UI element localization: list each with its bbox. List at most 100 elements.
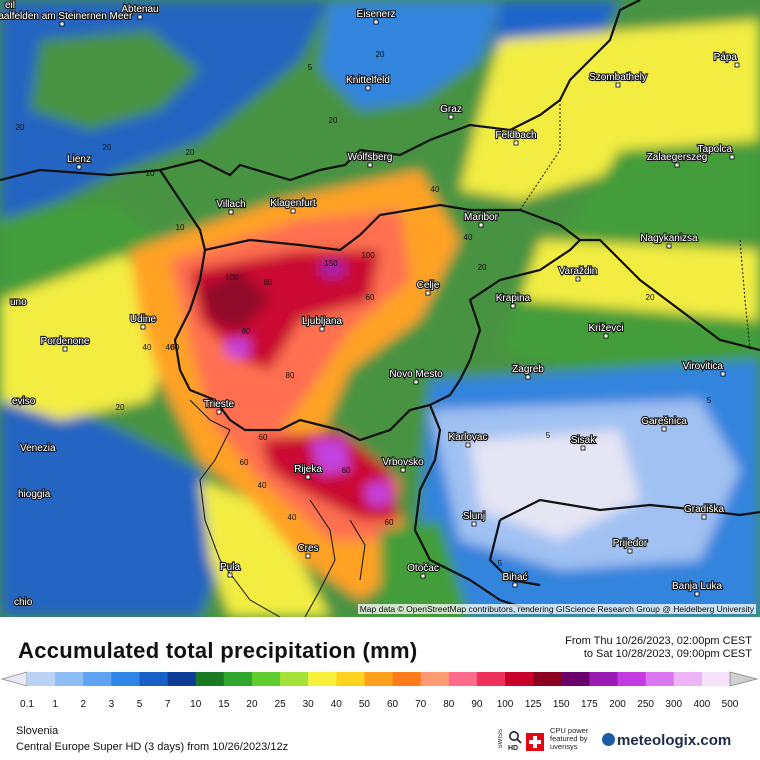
city-label: Klagenfurt	[270, 198, 316, 209]
legend-tick-label: 1	[52, 699, 58, 710]
city-label: eil	[5, 0, 15, 11]
legend-min-arrow	[0, 671, 28, 687]
legend-swatch	[27, 672, 56, 686]
city-label: Pápa	[714, 52, 738, 63]
precipitation-map[interactable]: Abtenau Saalfelden am Steinernen Meer Eise…	[0, 0, 760, 617]
legend-tick-label: 400	[694, 699, 711, 710]
city-marker	[627, 548, 633, 554]
city-marker	[478, 222, 484, 228]
legend-swatch	[223, 672, 253, 686]
city-marker	[367, 162, 373, 168]
city-label: Prijedor	[613, 538, 648, 549]
branding[interactable]: SWISS HD CPU power featured by uvensys m…	[498, 727, 760, 760]
city-marker	[228, 209, 234, 215]
legend-tick-label: 50	[359, 699, 371, 710]
city-marker	[305, 474, 311, 480]
legend-swatch	[533, 672, 562, 686]
legend-tick-label: 5	[137, 699, 143, 710]
legend-tick-label: 10	[190, 699, 202, 710]
city-marker	[512, 582, 518, 588]
legend-swatch	[505, 672, 534, 686]
contour-label: 40	[431, 185, 440, 194]
city-label: Garešnica	[641, 416, 687, 427]
legend-tick-label: 150	[553, 699, 570, 710]
city-label: Gradiška	[684, 504, 724, 515]
city-label: Banja Luka	[672, 581, 722, 592]
contour-label: 20	[116, 403, 125, 412]
city-label: Zagreb	[512, 364, 544, 375]
city-marker	[140, 324, 146, 330]
legend-swatch	[83, 672, 112, 686]
city-label: Venezia	[20, 443, 56, 454]
swiss-flag-icon	[526, 733, 544, 751]
city-marker	[471, 521, 477, 527]
contour-label: 60	[240, 458, 249, 467]
precipitation-legend: 0.1 1 2 3 5 7 10 15 20 25 30 40 50 60 70 80 90 100 125 150 1…	[0, 669, 760, 721]
city-label: Vrbovsko	[382, 457, 424, 468]
city-marker	[400, 467, 406, 473]
city-label: Bihać	[502, 572, 527, 583]
city-label: Slunj	[463, 511, 485, 522]
city-label: Graz	[440, 104, 462, 115]
legend-swatch	[280, 672, 309, 686]
city-marker	[76, 164, 82, 170]
contour-label: 60	[171, 343, 180, 352]
city-marker	[413, 379, 419, 385]
period-start: From Thu 10/26/2023, 02:00pm CEST	[565, 635, 752, 647]
city-label: Zalaegerszeg	[647, 152, 708, 163]
logo-text: meteologix.com	[617, 732, 732, 749]
model-info: Central Europe Super HD (3 days) from 10…	[16, 741, 289, 753]
city-marker	[729, 154, 735, 160]
city-label: Otočac	[407, 563, 439, 574]
contour-label: 60	[366, 293, 375, 302]
contour-label: 10	[176, 223, 185, 232]
city-label: Novo Mesto	[389, 369, 443, 380]
legend-swatch	[111, 672, 140, 686]
meteologix-logo[interactable]: meteologix.com	[602, 732, 731, 749]
contour-label: 20	[646, 293, 655, 302]
city-label: Wolfsberg	[348, 152, 393, 163]
legend-swatch	[673, 672, 703, 686]
city-label: Szombathely	[589, 72, 647, 83]
legend-scale: 0.1 1 2 3 5 7 10 15 20 25 30 40 50 60 70 80 90 100 125 150 1…	[0, 671, 759, 710]
legend-max-arrow	[729, 671, 759, 687]
contour-label: 100	[225, 273, 239, 282]
legend-swatch	[195, 672, 225, 686]
legend-swatch	[55, 672, 84, 686]
city-marker	[448, 114, 454, 120]
city-marker	[227, 572, 233, 578]
city-marker	[525, 374, 531, 380]
city-label: Krapina	[496, 293, 531, 304]
city-label: Celje	[417, 280, 440, 291]
map-attribution: Map data © OpenStreetMap contributors, r…	[357, 604, 756, 614]
contour-label: 60	[385, 518, 394, 527]
contour-label: 20	[186, 148, 195, 157]
contour-label: 10	[146, 169, 155, 178]
legend-swatch	[336, 672, 365, 686]
city-marker	[575, 276, 581, 282]
city-label: Križevci	[588, 323, 623, 334]
contour-label: 5	[546, 431, 551, 440]
city-label: eviso	[12, 396, 36, 407]
contour-label: 40	[288, 513, 297, 522]
contour-label: 80	[286, 371, 295, 380]
legend-swatch	[589, 672, 619, 686]
hd-label: HD	[508, 745, 519, 752]
city-label: Karlovac	[449, 432, 488, 443]
swiss-label: SWISS	[498, 729, 504, 749]
city-label: Sisak	[571, 435, 596, 446]
contour-label: 20	[16, 123, 25, 132]
forecast-period: From Thu 10/26/2023, 02:00pm CEST to Sat…	[565, 635, 752, 661]
contour-label: 40	[258, 481, 267, 490]
city-label: Pula	[220, 562, 240, 573]
city-label: Saalfelden am Steinernen Meer	[0, 11, 133, 22]
legend-swatch	[448, 672, 478, 686]
legend-swatch	[392, 672, 422, 686]
city-marker	[59, 21, 65, 27]
contour-label: 60	[259, 433, 268, 442]
legend-tick-label: 70	[415, 699, 427, 710]
city-label: Lienz	[67, 154, 91, 165]
legend-swatch	[617, 672, 647, 686]
